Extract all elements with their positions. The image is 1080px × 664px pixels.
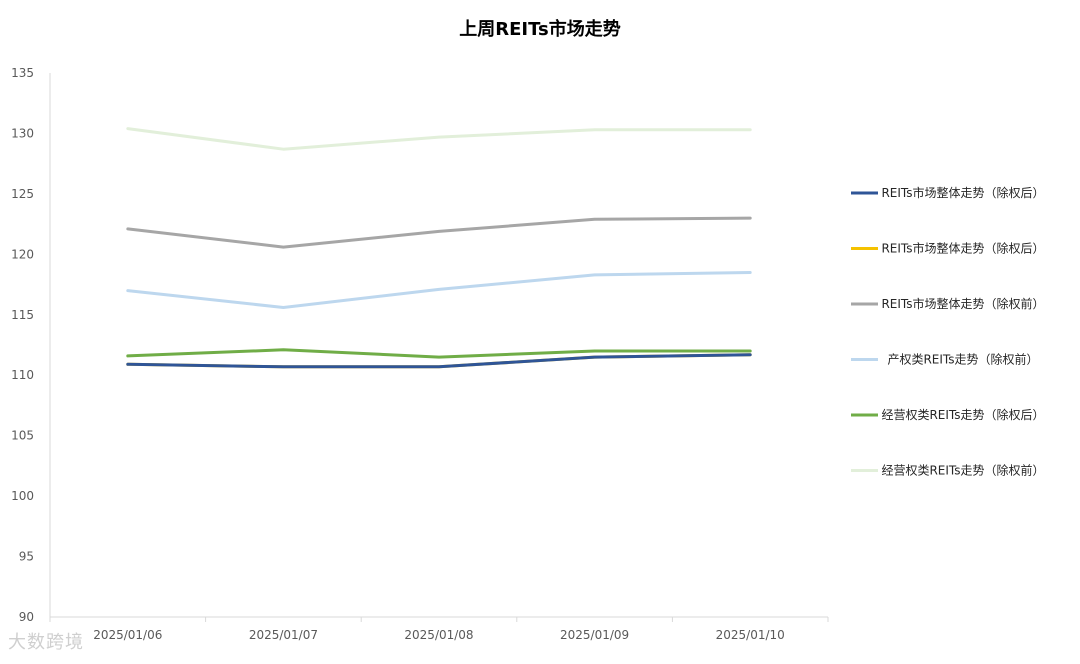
x-tick-label: 2025/01/09: [560, 628, 629, 642]
x-tick-label: 2025/01/07: [249, 628, 318, 642]
y-tick-label: 95: [19, 550, 34, 564]
series-line: [126, 353, 752, 369]
y-tick-label: 100: [11, 489, 34, 503]
watermark: 大数跨境: [8, 632, 84, 653]
y-tick-label: 115: [11, 308, 34, 322]
y-tick-label: 105: [11, 429, 34, 443]
x-tick-label: 2025/01/06: [93, 628, 162, 642]
legend-label: REITs市场整体走势（除权前）: [881, 296, 1044, 311]
legend-label: REITs市场整体走势（除权后）: [881, 241, 1044, 256]
y-tick-label: 120: [11, 247, 34, 261]
legend-label: 产权类REITs走势（除权前）: [887, 352, 1038, 367]
y-tick-label: 90: [19, 610, 34, 624]
x-tick-label: 2025/01/08: [404, 628, 473, 642]
y-tick-label: 135: [11, 66, 34, 80]
chart-title: 上周REITs市场走势: [459, 18, 620, 40]
y-tick-label: 125: [11, 187, 34, 201]
series-line: [126, 348, 752, 359]
series-line: [126, 127, 752, 151]
x-tick-label: 2025/01/10: [716, 628, 785, 642]
legend-label: 经营权类REITs走势（除权后）: [881, 407, 1044, 422]
y-tick-label: 110: [11, 368, 34, 382]
legend-label: REITs市场整体走势（除权后）: [881, 185, 1044, 200]
axes: 90 95 100 105 110 115 120 125 130 135 2025/01/06 20…: [11, 66, 829, 642]
series-line: [126, 271, 752, 309]
series-line: [126, 216, 752, 249]
legend: REITs市场整体走势（除权后） REITs市场整体走势（除权后） REITs市场整…: [851, 185, 1045, 478]
legend-label: 经营权类REITs走势（除权前）: [881, 463, 1044, 478]
y-tick-label: 130: [11, 126, 34, 140]
series-lines: [126, 127, 752, 369]
